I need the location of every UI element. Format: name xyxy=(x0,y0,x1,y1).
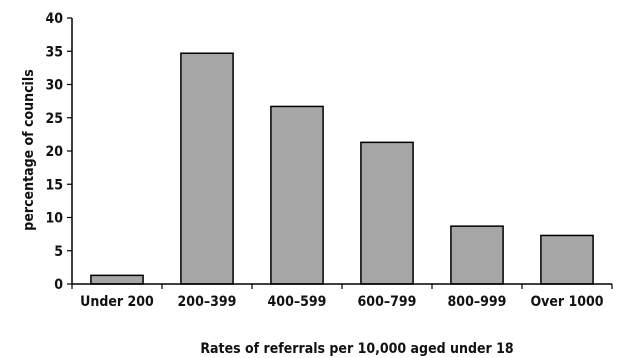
x-tick-label-2: 400–599 xyxy=(268,294,327,310)
y-tick-label-7: 35 xyxy=(45,44,63,60)
bar-3 xyxy=(360,141,414,285)
y-tick-label-1: 5 xyxy=(54,244,63,260)
bars-group xyxy=(90,52,594,285)
y-tick-label-2: 10 xyxy=(45,211,63,227)
x-ticks-group: Under 200 200–399 400–599 600–799 800–999 Ove… xyxy=(71,284,613,310)
y-ticks-group: 0 5 10 15 20 25 30 35 40 xyxy=(45,11,72,293)
y-tick-label-4: 20 xyxy=(45,144,63,160)
x-tick-label-0: Under 200 xyxy=(80,294,154,310)
bar-4 xyxy=(450,225,504,285)
bar-2 xyxy=(270,105,324,285)
y-tick-label-0: 0 xyxy=(54,277,63,293)
x-tick-label-3: 600–799 xyxy=(358,294,417,310)
x-tick-label-4: 800–999 xyxy=(448,294,507,310)
y-tick-label-6: 30 xyxy=(45,78,63,94)
x-axis-title: Rates of referrals per 10,000 aged under… xyxy=(200,341,513,357)
y-tick-label-8: 40 xyxy=(45,11,63,27)
x-tick-label-5: Over 1000 xyxy=(530,294,603,310)
y-axis-title: percentage of councils xyxy=(21,69,37,230)
axes-group xyxy=(71,18,612,285)
bar-1 xyxy=(180,52,234,285)
y-tick-label-3: 15 xyxy=(45,177,63,193)
bar-5 xyxy=(540,234,594,285)
x-tick-label-1: 200–399 xyxy=(178,294,237,310)
y-tick-label-5: 25 xyxy=(45,111,63,127)
bar-0 xyxy=(90,274,144,285)
